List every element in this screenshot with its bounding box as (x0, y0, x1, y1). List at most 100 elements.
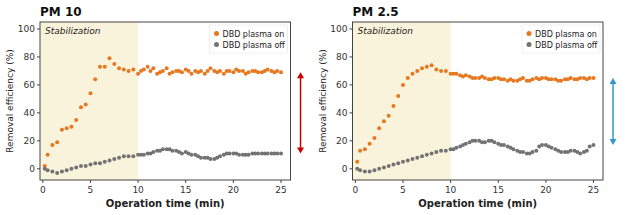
point (372, 168, 376, 172)
point (199, 156, 203, 160)
point (382, 119, 386, 123)
point (358, 149, 362, 153)
point (187, 69, 191, 73)
point (136, 72, 140, 76)
point (189, 153, 193, 157)
point (108, 56, 112, 60)
point (117, 66, 121, 70)
y-tick (350, 28, 353, 29)
point (247, 153, 251, 157)
point (228, 151, 232, 155)
point (256, 70, 260, 74)
point (550, 146, 554, 150)
point (425, 153, 429, 157)
highlight-label: Stabilization (45, 26, 101, 36)
y-tick-label: 100 (18, 24, 35, 34)
y-tick-label: 60 (336, 80, 348, 90)
point (79, 164, 83, 168)
point (420, 154, 424, 158)
y-tick-label: 100 (330, 24, 347, 34)
point (117, 156, 121, 160)
point (559, 79, 563, 83)
point (387, 164, 391, 168)
difference-arrow (297, 72, 304, 153)
point (112, 62, 116, 66)
point (69, 167, 73, 171)
point (483, 140, 487, 144)
y-tick-label: 20 (24, 136, 36, 146)
point (406, 158, 410, 162)
highlight-band (353, 22, 451, 180)
x-tick (42, 180, 43, 183)
point (569, 76, 573, 80)
x-tick-label: 25 (275, 185, 286, 195)
legend-marker (527, 42, 532, 47)
point (122, 68, 126, 72)
point (444, 149, 448, 153)
point (401, 83, 405, 87)
frame (40, 22, 291, 180)
series (355, 139, 595, 174)
point (464, 142, 468, 146)
y-tick (37, 84, 40, 85)
y-tick-label: 40 (336, 108, 348, 118)
point (237, 69, 241, 73)
point (464, 73, 468, 77)
point (578, 76, 582, 80)
point (585, 149, 589, 153)
legend: DBD plasma onDBD plasma off (210, 25, 288, 53)
y-tick (37, 140, 40, 141)
point (180, 151, 184, 155)
point (425, 65, 429, 69)
point (180, 70, 184, 74)
point (247, 70, 251, 74)
point (93, 161, 97, 165)
y-tick (350, 84, 353, 85)
point (222, 72, 226, 76)
point (218, 69, 222, 73)
point (165, 66, 169, 70)
series (43, 147, 283, 175)
y-tick (350, 112, 353, 113)
point (50, 170, 54, 174)
point (55, 140, 59, 144)
legend-box (522, 25, 600, 53)
point (127, 154, 131, 158)
y-tick (37, 56, 40, 57)
point (569, 149, 573, 153)
x-tick-label: 0 (40, 185, 46, 195)
y-tick-label: 0 (342, 164, 348, 174)
x-axis-label: Operation time (min) (418, 198, 537, 209)
legend-label: DBD plasma off (223, 41, 286, 50)
point (122, 154, 126, 158)
y-tick-label: 40 (24, 108, 36, 118)
point (411, 157, 415, 161)
y-tick-label: 80 (24, 52, 36, 62)
x-tick-label: 5 (88, 185, 94, 195)
point (161, 69, 165, 73)
point (65, 168, 69, 172)
point (363, 170, 367, 174)
point (148, 69, 152, 73)
point (46, 153, 50, 157)
point (127, 69, 131, 73)
point (55, 171, 59, 175)
point (60, 128, 64, 132)
x-tick-label: 20 (540, 185, 552, 195)
point (439, 149, 443, 153)
point (591, 76, 595, 80)
point (103, 65, 107, 69)
legend: DBD plasma onDBD plasma off (522, 25, 600, 53)
arrow-shaft (612, 82, 614, 141)
point (531, 150, 535, 154)
x-tick (498, 180, 499, 183)
x-tick-label: 10 (445, 185, 457, 195)
series (43, 56, 283, 168)
legend-marker (527, 31, 532, 36)
point (266, 68, 270, 72)
point (483, 76, 487, 80)
y-tick (350, 168, 353, 169)
legend-marker (214, 31, 219, 36)
point (521, 76, 525, 80)
point (363, 147, 367, 151)
